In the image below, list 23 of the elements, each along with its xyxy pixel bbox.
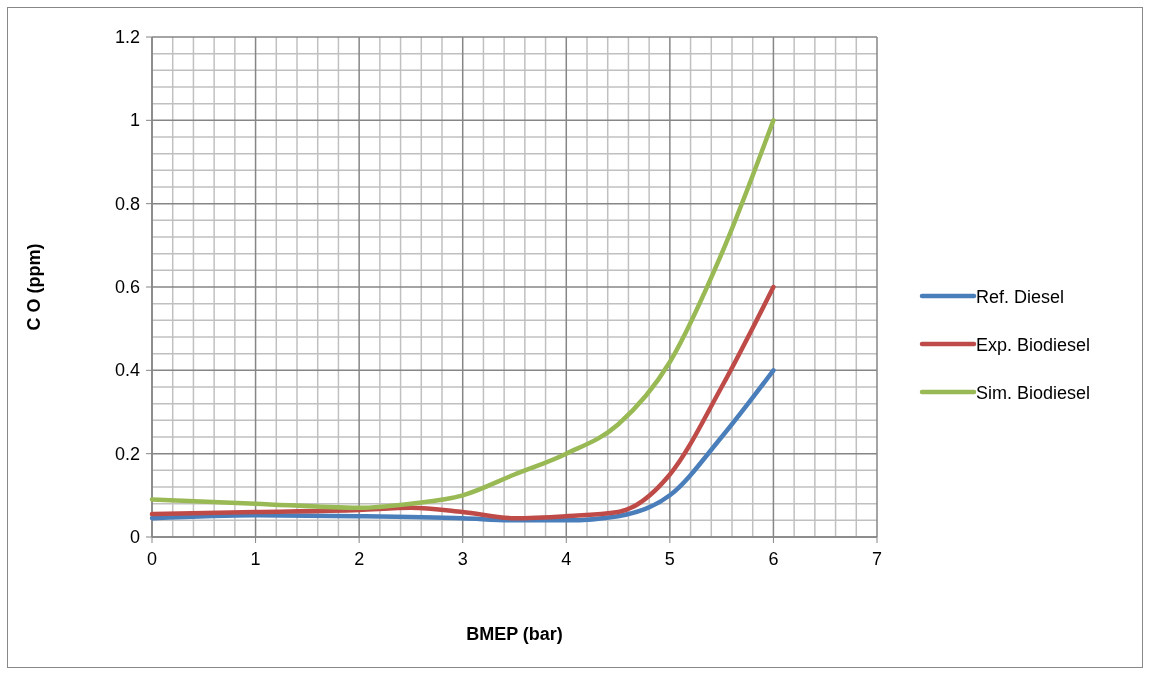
legend-label: Sim. Biodiesel [976, 383, 1091, 403]
line-series [149, 368, 776, 523]
legend-label: Ref. Diesel [976, 287, 1065, 307]
x-axis-title: BMEP (bar) [466, 624, 563, 644]
legend-label: Exp. Biodiesel [976, 335, 1091, 355]
y-tick-label: 1 [129, 110, 140, 131]
x-tick-label: 7 [871, 549, 883, 569]
x-tick-label: 5 [664, 549, 675, 569]
x-tick-label: 6 [768, 549, 779, 569]
x-tick-label: 0 [146, 549, 158, 569]
x-tick-label: 1 [250, 549, 261, 569]
y-tick-label: 0.8 [114, 193, 140, 214]
x-tick-label: 2 [354, 549, 365, 569]
y-tick-label: 1.2 [114, 27, 140, 47]
y-tick-label: 0.6 [114, 277, 140, 297]
line-series [149, 118, 776, 511]
y-axis-title: C O (ppm) [24, 243, 44, 331]
y-tick-label: 0.2 [114, 443, 140, 464]
y-tick-label: 0.4 [114, 360, 140, 381]
line-series [149, 284, 776, 521]
x-tick-label: 3 [457, 549, 468, 569]
x-tick-label: 4 [561, 549, 572, 569]
y-tick-label: 0 [129, 527, 140, 547]
